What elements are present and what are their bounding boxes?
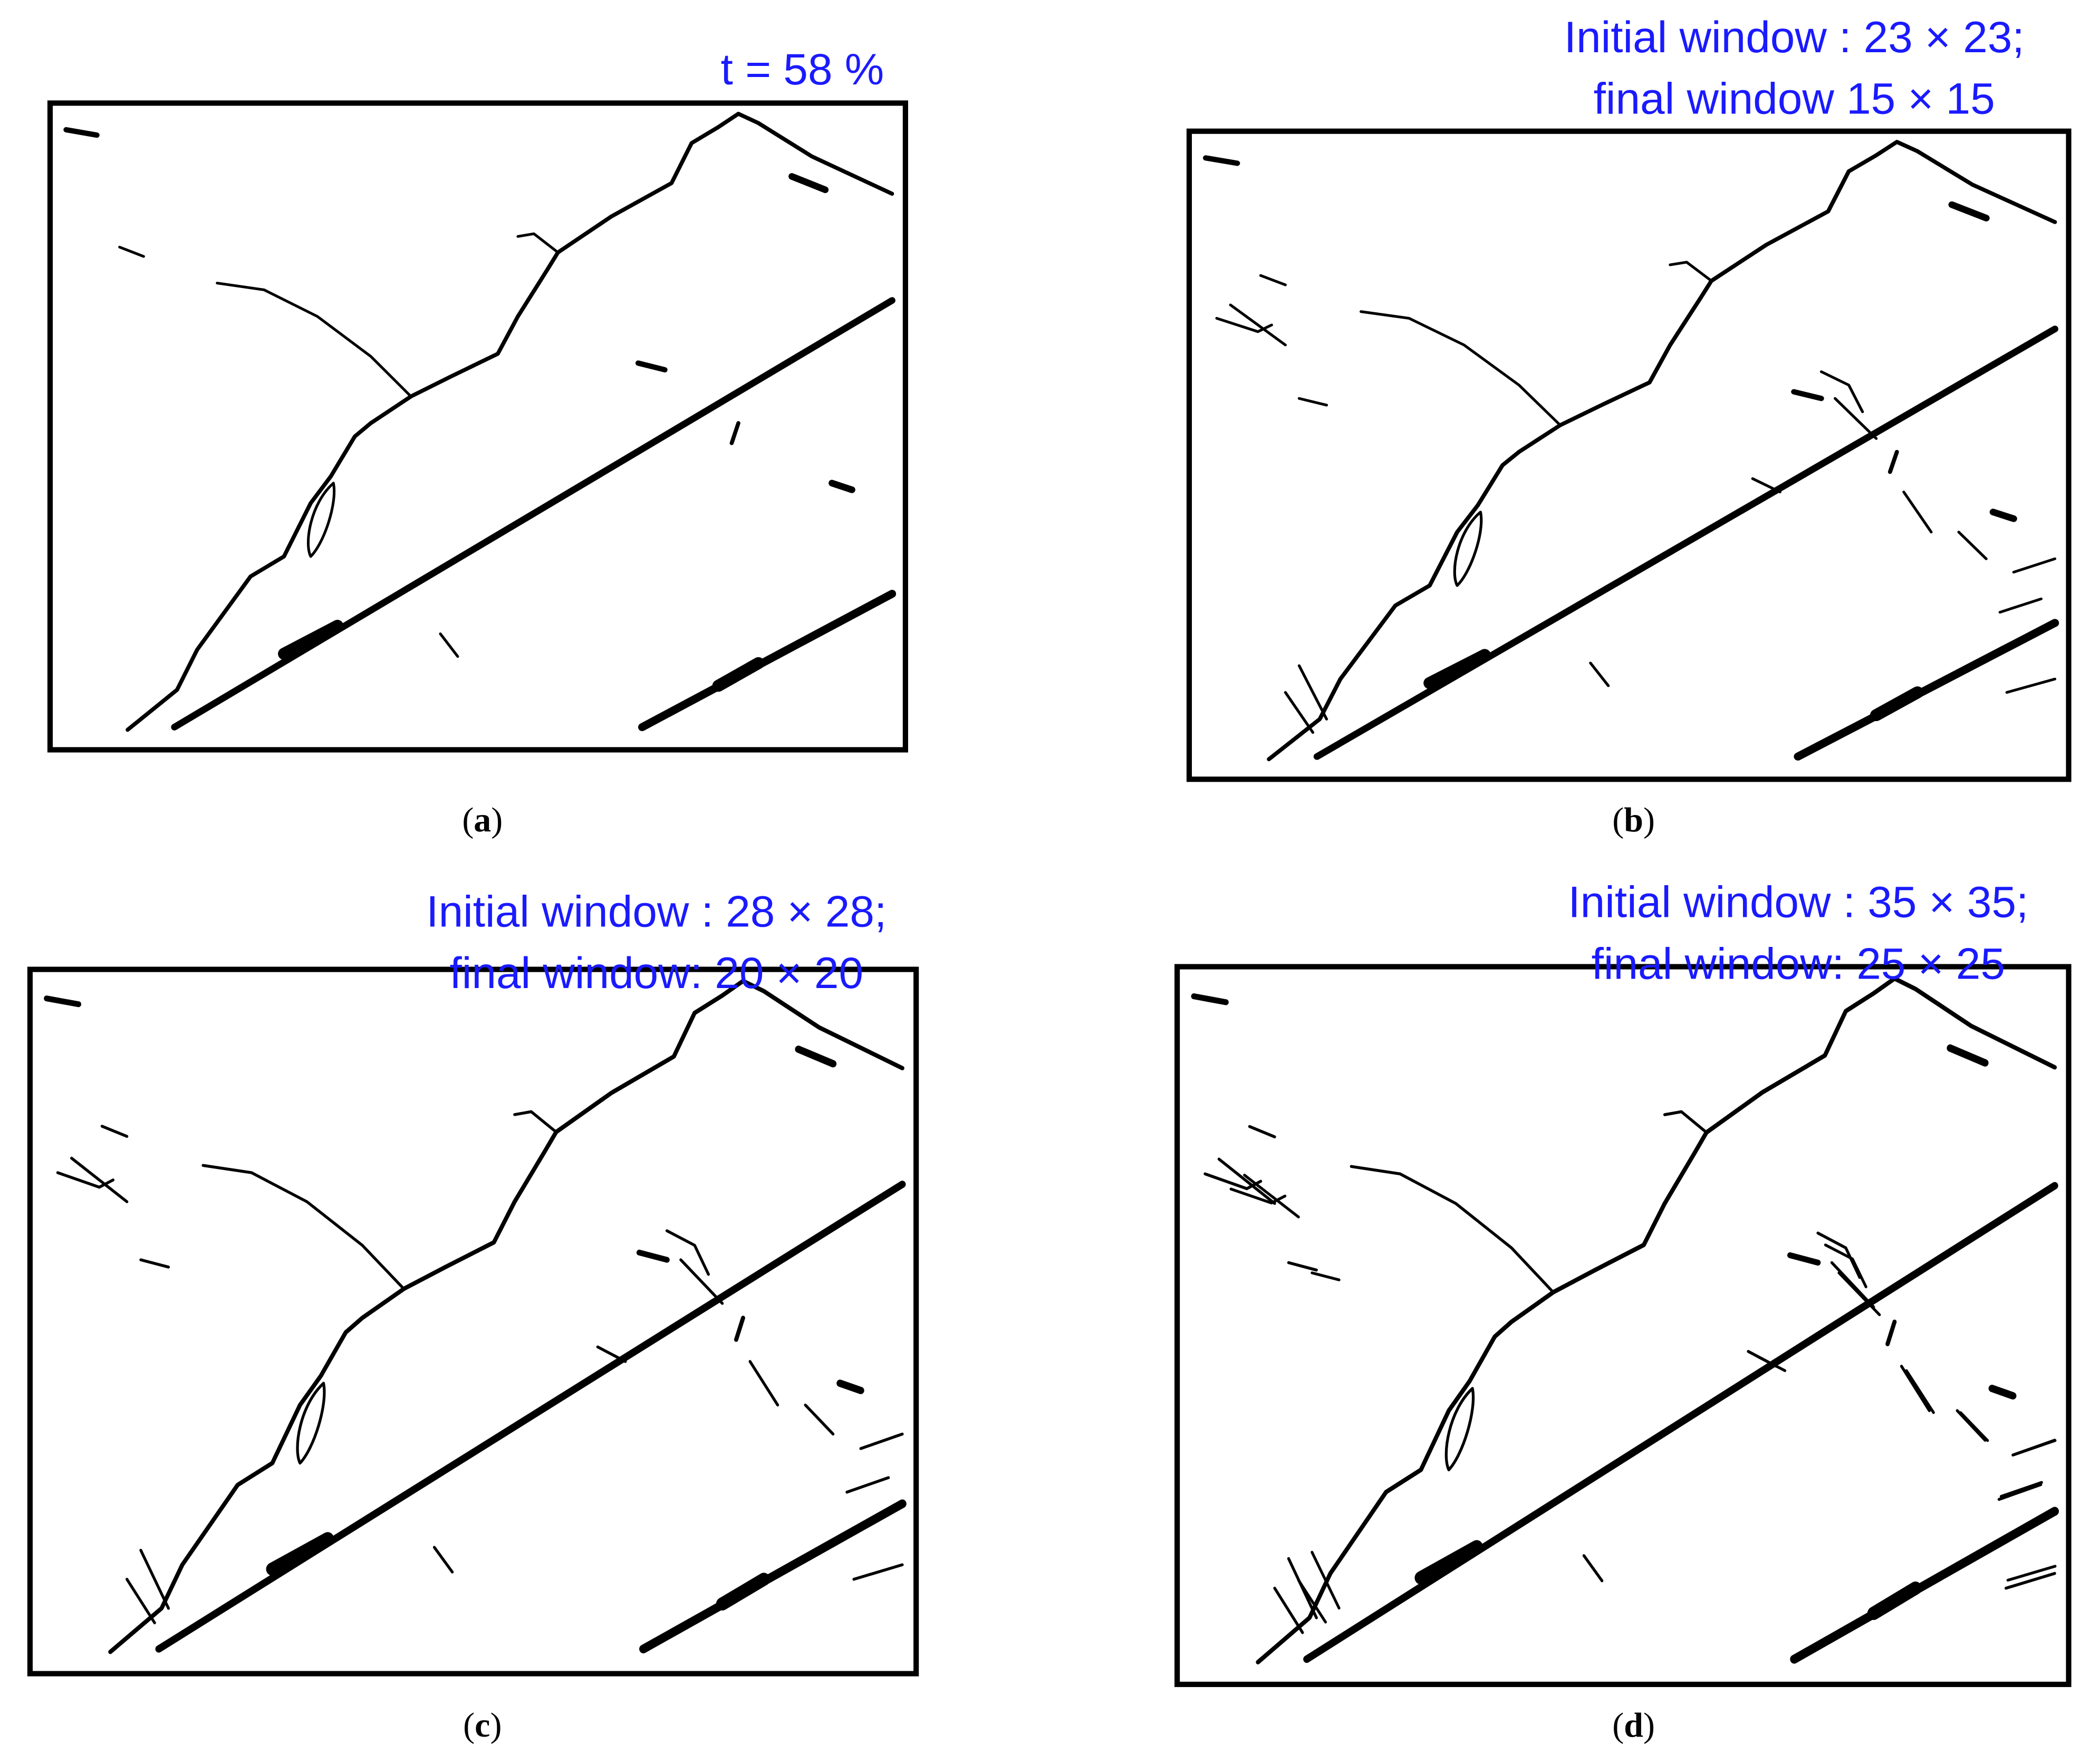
caption-letter: a bbox=[474, 801, 491, 839]
crack-image bbox=[1206, 142, 2055, 759]
crack-noise bbox=[1205, 1159, 2055, 1633]
panel-title: final window 15 × 15 bbox=[1594, 74, 1995, 123]
panel-frame bbox=[1174, 964, 2072, 1688]
panel-caption: (a) bbox=[462, 801, 503, 839]
panel-frame bbox=[1186, 128, 2072, 782]
panel-caption: (c) bbox=[463, 1706, 502, 1745]
crack-image bbox=[1194, 979, 2055, 1662]
panel-frame bbox=[47, 100, 908, 753]
crack-noise bbox=[1217, 305, 2055, 733]
caption-letter: c bbox=[475, 1706, 490, 1745]
panel-title: final window: 20 × 20 bbox=[450, 948, 864, 998]
panel-title: Initial window : 23 × 23; bbox=[1564, 12, 2025, 62]
panel-frame bbox=[27, 966, 919, 1676]
panel-caption: (b) bbox=[1612, 801, 1655, 839]
crack-image bbox=[46, 981, 902, 1652]
crack-noise bbox=[57, 1158, 902, 1623]
crack-image bbox=[66, 114, 892, 730]
panel-title: t = 58 % bbox=[721, 44, 884, 94]
panel-title: Initial window : 35 × 35; bbox=[1568, 877, 2028, 927]
caption-letter: d bbox=[1624, 1706, 1643, 1745]
caption-letter: b bbox=[1624, 801, 1643, 839]
panel-caption: (d) bbox=[1612, 1706, 1655, 1745]
panel-title: Initial window : 28 × 28; bbox=[426, 886, 887, 936]
panel-title: final window: 25 × 25 bbox=[1592, 938, 2006, 988]
